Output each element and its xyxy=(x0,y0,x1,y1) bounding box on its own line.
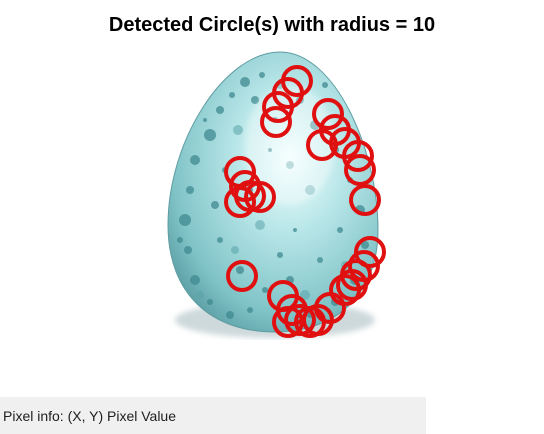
detected-circle xyxy=(344,154,376,186)
figure-title: Detected Circle(s) with radius = 10 xyxy=(108,14,436,36)
detected-circle xyxy=(272,306,304,338)
pixel-info-label: Pixel info: (X, Y) Pixel Value xyxy=(3,408,177,424)
egg-image xyxy=(167,51,386,338)
detected-circle xyxy=(354,236,386,268)
detected-circle xyxy=(260,106,292,138)
detected-circle xyxy=(336,269,368,301)
detected-circle xyxy=(342,140,374,172)
detected-circle xyxy=(349,184,381,216)
detected-circle xyxy=(226,260,258,292)
detected-circle xyxy=(262,91,294,123)
image-axes[interactable] xyxy=(150,40,395,340)
detected-circle xyxy=(329,274,361,306)
detected-circles xyxy=(224,65,386,338)
detected-circle xyxy=(306,129,338,161)
detected-circle xyxy=(224,186,256,218)
status-bar: Pixel info: (X, Y) Pixel Value xyxy=(0,397,426,434)
detected-circle xyxy=(244,181,276,213)
detected-circle xyxy=(312,98,344,130)
